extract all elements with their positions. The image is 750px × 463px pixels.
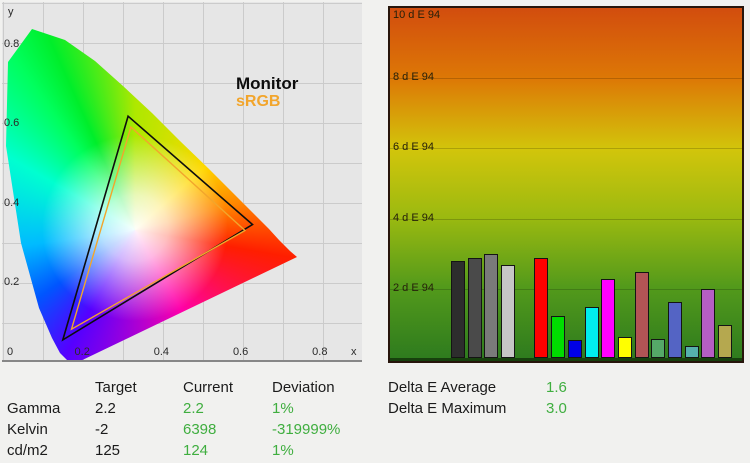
table-row-label: Gamma [7, 400, 61, 417]
x-tick-label: 0.2 [74, 346, 90, 358]
delta-e-bar-yellow [617, 336, 632, 358]
delta-e-bar-slate-blue [668, 301, 682, 358]
srgb-gamut-triangle [70, 125, 247, 331]
delta-e-bar-red [534, 257, 549, 358]
delta-e-scale-label: 10 d E 94 [393, 9, 441, 21]
delta-e-gridline [390, 218, 742, 220]
table-header: Target [95, 379, 137, 396]
legend-monitor-label: Monitor [236, 74, 299, 93]
delta-e-bar-blue [567, 340, 582, 358]
delta-e-bar-khaki [718, 324, 733, 358]
table-current-value: 124 [183, 442, 209, 459]
delta-e-bar-gray-light [501, 264, 516, 358]
delta-e-average-value: 1.6 [546, 379, 567, 396]
delta-e-baseline [390, 358, 742, 361]
delta-e-bar-cyan [584, 307, 599, 358]
x-tick-label: 0.4 [153, 346, 170, 358]
delta-e-gridline [390, 288, 742, 290]
delta-e-bar-orchid [701, 289, 716, 358]
delta-e-bar-magenta [601, 278, 616, 358]
y-axis-name: y [8, 6, 14, 18]
delta-e-bar-teal [684, 345, 699, 358]
table-target-value: 2.2 [95, 400, 116, 417]
delta-e-bar-green [551, 315, 566, 358]
cie-chromaticity-diagram: y x 0 0.2 0.4 0.6 0.8 0.2 0.4 0.6 0.8 Monitor sR… [2, 2, 362, 361]
delta-e-gridline [390, 77, 742, 79]
delta-e-scale-label: 2 d E 94 [393, 281, 434, 294]
delta-e-bar-gray-mid [484, 254, 499, 358]
table-deviation-value: 1% [272, 400, 294, 417]
delta-e-maximum-value: 3.0 [546, 400, 567, 417]
delta-e-bar-rose [634, 271, 649, 358]
delta-e-scale-label: 8 d E 94 [393, 70, 434, 83]
y-tick-label: 0.4 [4, 196, 20, 209]
delta-e-bar-gray-dark [451, 261, 465, 358]
table-header: Deviation [272, 379, 335, 396]
table-target-value: 125 [95, 442, 121, 459]
delta-e-bar-chart: 10 d E 94 8 d E 94 6 d E 94 4 d E 94 2 d E 9… [388, 6, 744, 363]
y-tick-label: 0.6 [4, 117, 20, 130]
table-target-value: -2 [95, 421, 109, 438]
delta-e-scale-label: 4 d E 94 [393, 211, 434, 224]
table-row-label: cd/m2 [7, 442, 48, 459]
table-row-label: Kelvin [7, 421, 48, 438]
delta-e-bar-gray-mid-dark [467, 257, 482, 358]
x-axis-name: x [351, 346, 357, 358]
delta-e-bar-sea-green [651, 338, 666, 358]
x-tick-label: 0.6 [232, 346, 249, 358]
table-current-value: 6398 [183, 421, 217, 438]
legend-srgb-label: sRGB [236, 93, 281, 110]
y-tick-label: 0.8 [4, 37, 20, 50]
table-current-value: 2.2 [183, 400, 204, 417]
delta-e-gridline [390, 148, 742, 150]
gamut-legend: Monitor sRGB [236, 74, 298, 111]
x-tick-label: 0.8 [312, 346, 328, 358]
x-tick-label: 0 [6, 346, 14, 358]
table-deviation-value: -319999% [272, 421, 341, 438]
delta-e-scale-label: 6 d E 94 [393, 141, 434, 154]
table-deviation-value: 1% [272, 442, 294, 459]
y-tick-label: 0.2 [4, 276, 20, 289]
gamut-triangles [61, 114, 254, 342]
delta-e-average-label: Delta E Average [388, 379, 497, 396]
delta-e-maximum-label: Delta E Maximum [388, 400, 507, 417]
cie-x-axis-line [2, 360, 362, 362]
monitor-gamut-triangle [61, 114, 254, 342]
table-header: Current [183, 379, 234, 396]
